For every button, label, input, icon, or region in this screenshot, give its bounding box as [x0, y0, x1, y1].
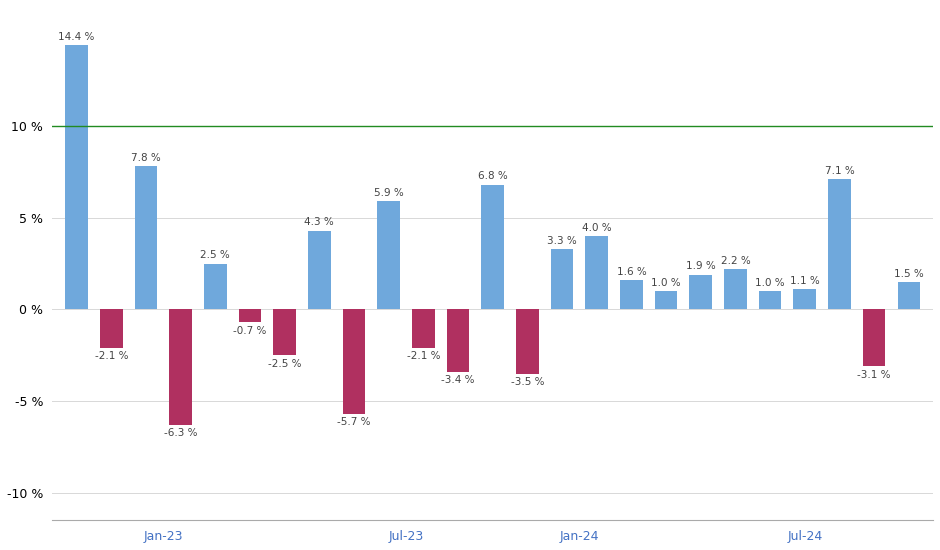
Text: 1.5 %: 1.5 %: [894, 268, 924, 279]
Text: 1.9 %: 1.9 %: [686, 261, 715, 271]
Text: 3.3 %: 3.3 %: [547, 235, 577, 246]
Text: 1.0 %: 1.0 %: [755, 278, 785, 288]
Text: 1.0 %: 1.0 %: [651, 278, 681, 288]
Bar: [100, 310, 122, 348]
Bar: [343, 310, 366, 414]
Text: 2.2 %: 2.2 %: [721, 256, 750, 266]
Bar: [481, 185, 504, 310]
Bar: [239, 310, 261, 322]
Text: 2.5 %: 2.5 %: [200, 250, 230, 260]
Bar: [689, 274, 712, 310]
Bar: [620, 280, 643, 310]
Text: -5.7 %: -5.7 %: [337, 417, 370, 427]
Text: 7.1 %: 7.1 %: [824, 166, 854, 176]
Bar: [863, 310, 885, 366]
Bar: [516, 310, 539, 373]
Bar: [446, 310, 469, 372]
Bar: [655, 291, 678, 310]
Text: 5.9 %: 5.9 %: [374, 188, 403, 198]
Text: -3.5 %: -3.5 %: [510, 377, 544, 387]
Text: 1.1 %: 1.1 %: [790, 276, 820, 286]
Bar: [759, 291, 781, 310]
Text: -2.1 %: -2.1 %: [407, 351, 440, 361]
Text: -6.3 %: -6.3 %: [164, 428, 197, 438]
Bar: [724, 269, 746, 310]
Text: 1.6 %: 1.6 %: [617, 267, 647, 277]
Text: 14.4 %: 14.4 %: [58, 32, 95, 42]
Text: -3.4 %: -3.4 %: [441, 375, 475, 385]
Bar: [66, 46, 87, 310]
Text: 6.8 %: 6.8 %: [478, 172, 508, 182]
Text: 7.8 %: 7.8 %: [131, 153, 161, 163]
Bar: [898, 282, 920, 310]
Bar: [274, 310, 296, 355]
Bar: [169, 310, 192, 425]
Text: 4.0 %: 4.0 %: [582, 223, 612, 233]
Bar: [204, 263, 227, 310]
Text: -2.1 %: -2.1 %: [95, 351, 128, 361]
Bar: [586, 236, 608, 310]
Bar: [308, 230, 331, 310]
Text: -3.1 %: -3.1 %: [857, 370, 891, 379]
Bar: [551, 249, 573, 310]
Text: -2.5 %: -2.5 %: [268, 359, 302, 369]
Text: 4.3 %: 4.3 %: [305, 217, 335, 227]
Bar: [412, 310, 434, 348]
Bar: [793, 289, 816, 310]
Bar: [378, 201, 399, 310]
Bar: [828, 179, 851, 310]
Bar: [134, 167, 157, 310]
Text: -0.7 %: -0.7 %: [233, 326, 267, 336]
